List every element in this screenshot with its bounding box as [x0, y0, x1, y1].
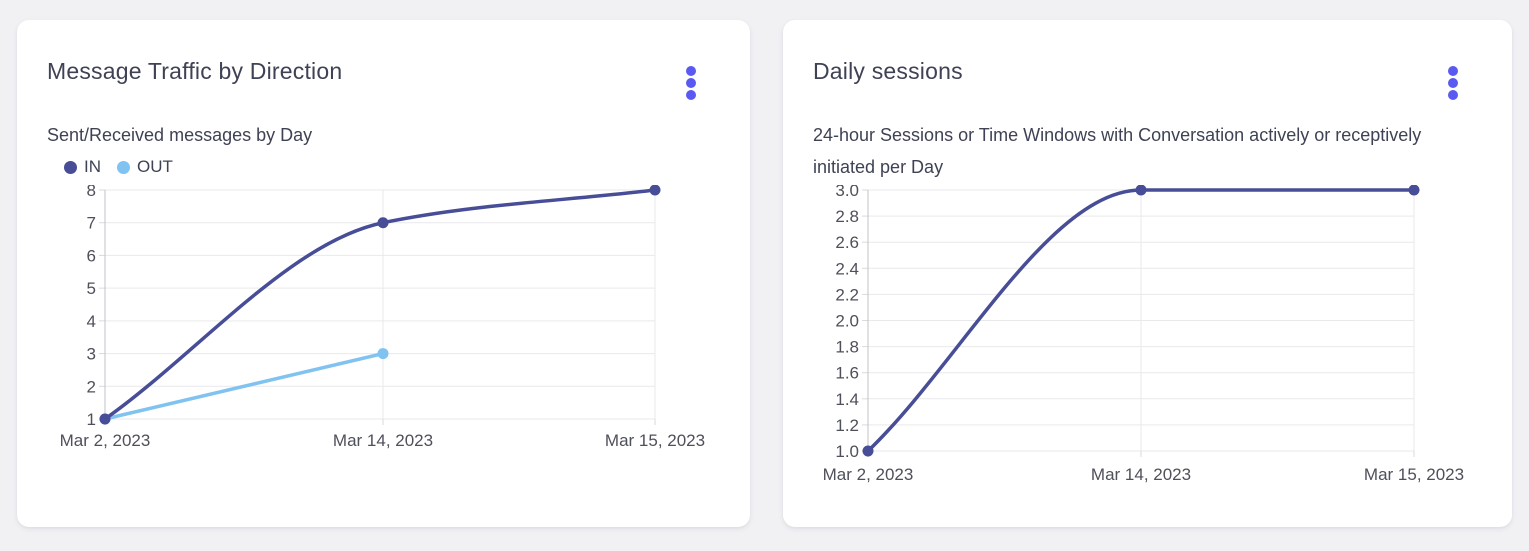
axis-labels: 1 2 3 4 5 6 7 8 Mar 2, 2023 Mar 14, 2023 Mar 15, 2…: [60, 185, 705, 450]
svg-text:Mar 15, 2023: Mar 15, 2023: [1364, 465, 1464, 484]
svg-text:1.0: 1.0: [835, 442, 859, 461]
gridlines: [99, 189, 656, 425]
gridlines: [862, 189, 1415, 457]
svg-text:2.8: 2.8: [835, 207, 859, 226]
legend-item-out[interactable]: OUT: [117, 157, 173, 177]
kebab-menu-icon: [1448, 66, 1458, 100]
card-title-daily-sessions: Daily sessions: [813, 58, 963, 84]
chart-legend: IN OUT: [64, 157, 173, 177]
svg-text:Mar 14, 2023: Mar 14, 2023: [1091, 465, 1191, 484]
svg-text:Mar 2, 2023: Mar 2, 2023: [60, 431, 151, 450]
card-menu-button[interactable]: [682, 62, 700, 104]
data-point[interactable]: [862, 445, 874, 457]
card-title-message-traffic: Message Traffic by Direction: [47, 58, 343, 84]
svg-text:1: 1: [87, 410, 96, 429]
svg-text:8: 8: [87, 185, 96, 200]
legend-dot-out: [117, 160, 130, 174]
legend-label: IN: [84, 157, 101, 176]
card-subtitle-message-traffic: Sent/Received messages by Day: [47, 125, 313, 145]
card-subtitle-daily-sessions: 24-hour Sessions or Time Windows with Co…: [813, 125, 1422, 177]
svg-text:4: 4: [87, 312, 96, 331]
svg-text:3: 3: [87, 345, 96, 364]
data-point[interactable]: [1408, 185, 1420, 196]
svg-text:7: 7: [87, 214, 96, 233]
kebab-menu-icon: [686, 66, 696, 100]
legend-label: OUT: [137, 157, 173, 176]
card-message-traffic: Message Traffic by Direction Sent/Receiv…: [17, 20, 750, 527]
svg-text:1.8: 1.8: [835, 338, 859, 357]
svg-text:2: 2: [87, 377, 96, 396]
svg-text:2.6: 2.6: [835, 233, 859, 252]
line-chart-message-traffic[interactable]: 1 2 3 4 5 6 7 8 Mar 2, 2023 Mar 14, 2023 Mar 15, 2…: [47, 185, 747, 457]
series-line-daily sessions: [866, 188, 1416, 453]
legend-dot-in: [64, 160, 77, 174]
series-line-out: [103, 351, 385, 421]
card-menu-button[interactable]: [1444, 62, 1462, 104]
svg-text:3.0: 3.0: [835, 185, 859, 200]
svg-text:1.2: 1.2: [835, 416, 859, 435]
legend-item-in[interactable]: IN: [64, 157, 101, 177]
line-chart-daily-sessions[interactable]: 1.0 1.2 1.4 1.6 1.8 2.0 2.2 2.4 2.6 2.8 3.0 Mar 2, …: [813, 185, 1513, 489]
svg-text:2.0: 2.0: [835, 312, 859, 331]
svg-text:1.6: 1.6: [835, 364, 859, 383]
svg-text:2.2: 2.2: [835, 285, 859, 304]
svg-text:Mar 14, 2023: Mar 14, 2023: [333, 431, 433, 450]
data-point[interactable]: [649, 185, 661, 196]
axis-labels: 1.0 1.2 1.4 1.6 1.8 2.0 2.2 2.4 2.6 2.8 3.0 Mar 2, …: [823, 185, 1464, 484]
svg-text:2.4: 2.4: [835, 259, 859, 278]
svg-text:5: 5: [87, 279, 96, 298]
svg-text:Mar 15, 2023: Mar 15, 2023: [605, 431, 705, 450]
data-point[interactable]: [377, 348, 389, 360]
svg-text:6: 6: [87, 246, 96, 265]
series: [862, 185, 1420, 457]
data-point[interactable]: [99, 413, 111, 425]
data-point[interactable]: [377, 217, 389, 229]
card-daily-sessions: Daily sessions 24-hour Sessions or Time …: [783, 20, 1512, 527]
data-point[interactable]: [1135, 185, 1147, 196]
svg-text:1.4: 1.4: [835, 390, 859, 409]
series: [99, 185, 661, 425]
svg-text:Mar 2, 2023: Mar 2, 2023: [823, 465, 914, 484]
